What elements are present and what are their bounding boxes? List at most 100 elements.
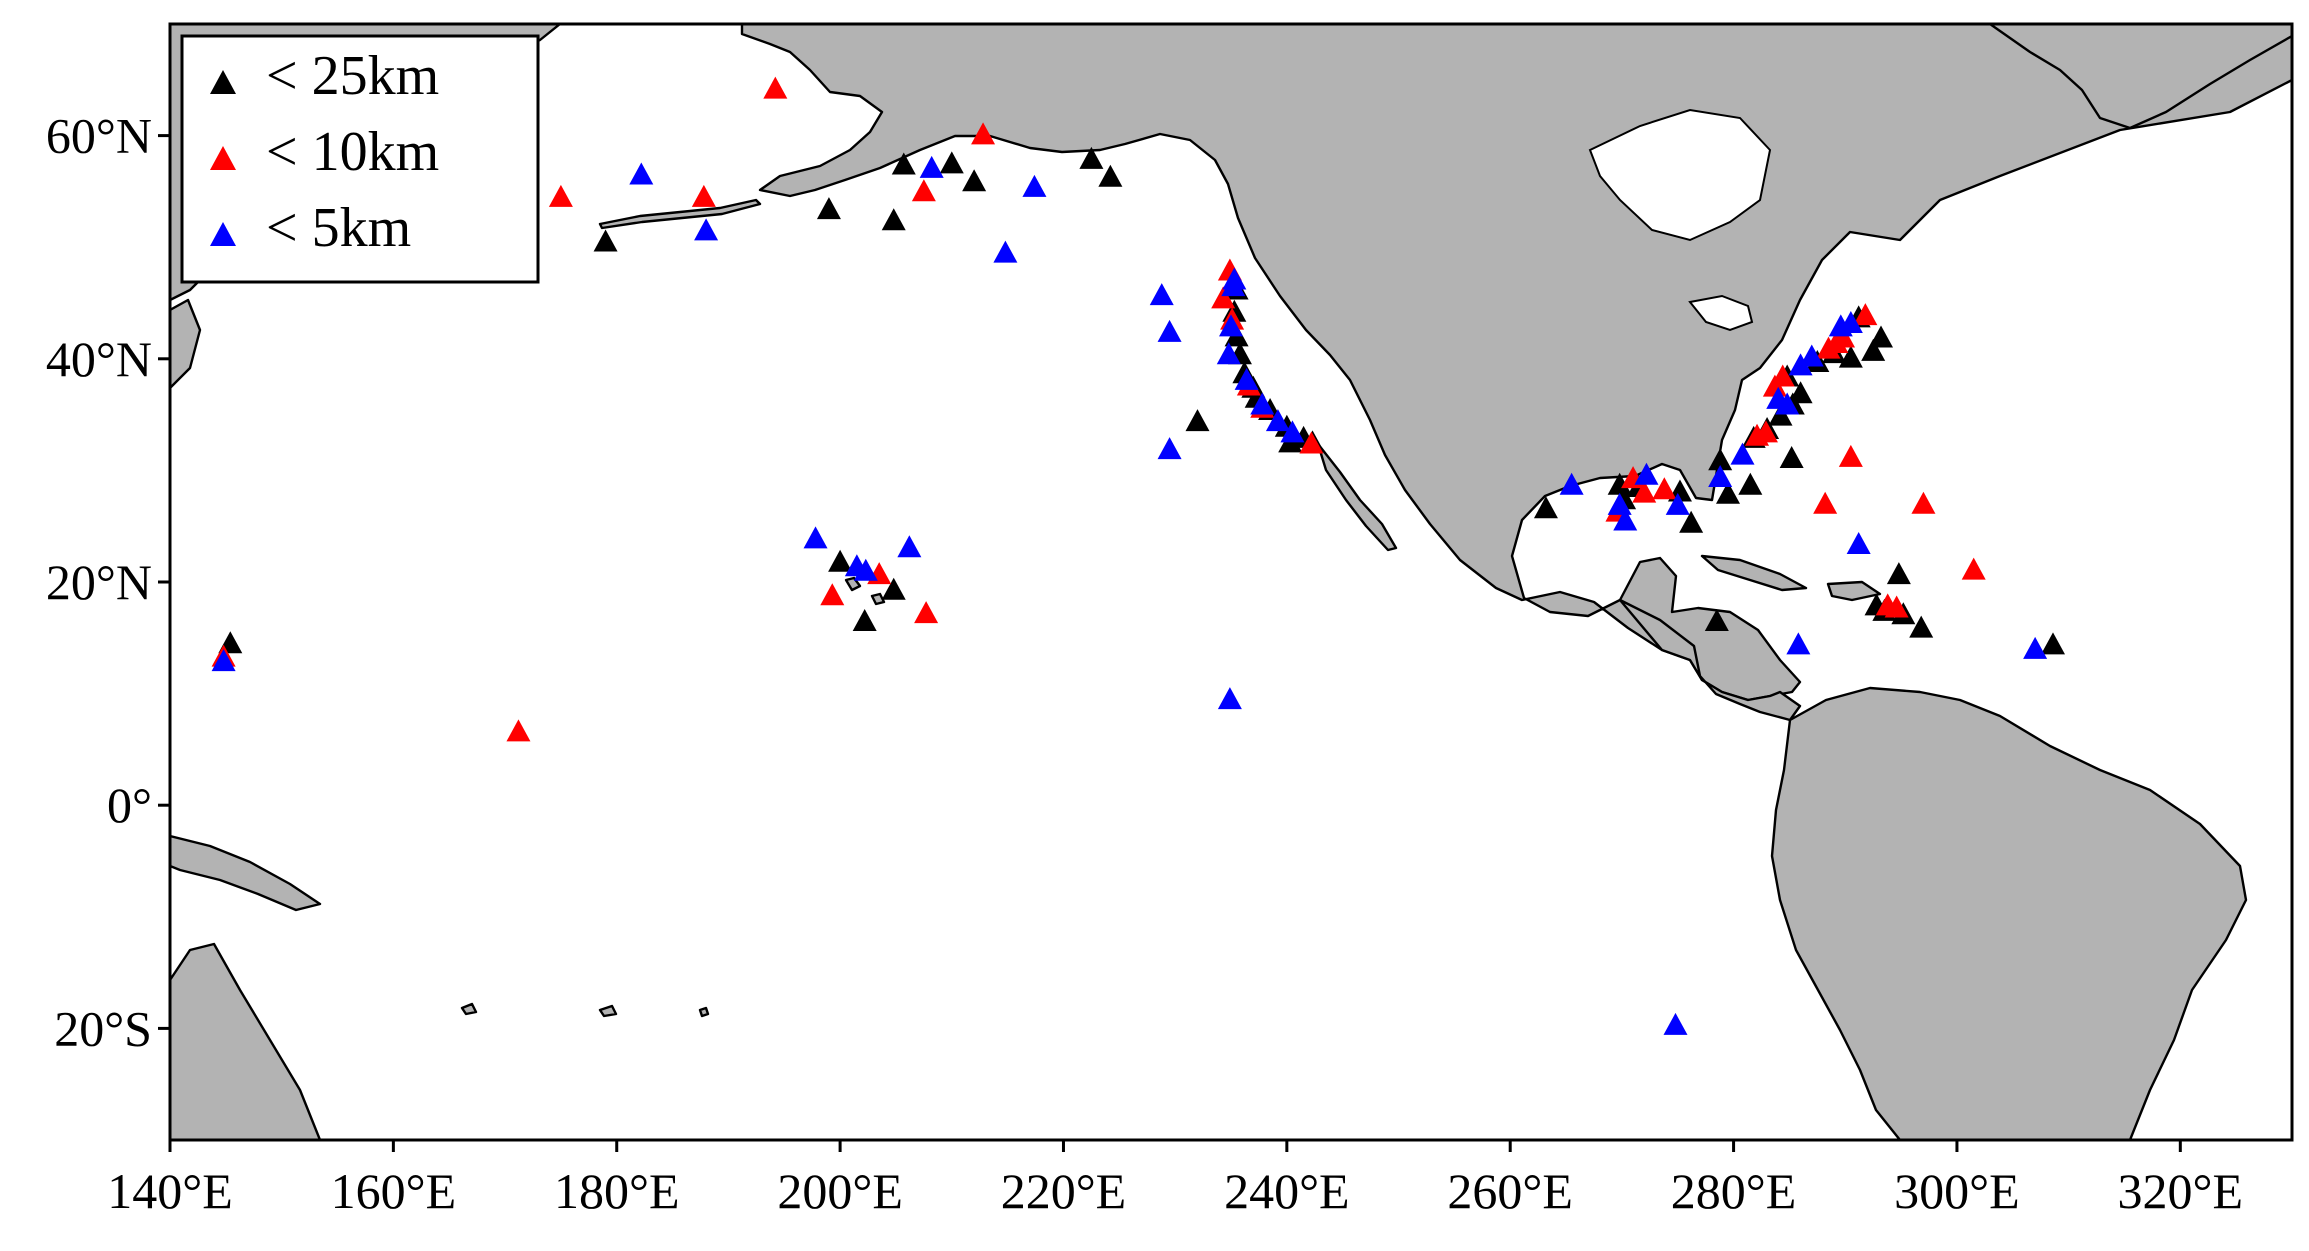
aleutian-islands	[598, 198, 762, 230]
station-marker	[1838, 310, 1863, 333]
station-marker	[1559, 472, 1584, 495]
station-marker	[971, 122, 996, 145]
station-marker	[1708, 448, 1733, 471]
station-marker	[1861, 338, 1886, 361]
station-marker	[816, 197, 841, 220]
station-marker	[629, 162, 654, 185]
station-marker	[820, 583, 845, 606]
x-axis-ticks: 140°E 160°E 180°E 200°E 220°E 240°E 260°E 280°E…	[107, 1140, 2243, 1219]
station-marker	[1280, 420, 1305, 443]
hispaniola	[1826, 580, 1882, 602]
south-america	[1770, 686, 2248, 1140]
station-marker	[828, 549, 853, 572]
station-marker	[1869, 325, 1894, 348]
station-marker	[962, 169, 987, 192]
station-marker	[1770, 364, 1795, 387]
station-marker	[1884, 595, 1909, 618]
station-marker	[1098, 164, 1123, 187]
station-marker	[1211, 286, 1236, 309]
station-marker	[1157, 319, 1182, 342]
station-marker	[1217, 687, 1242, 710]
station-marker	[1632, 480, 1657, 503]
station-marker	[1961, 557, 1986, 580]
x-tick-label: 180°E	[554, 1163, 680, 1219]
station-marker	[1185, 409, 1210, 432]
station-marker	[1738, 472, 1763, 495]
legend-label-25km: < 25km	[266, 45, 439, 107]
greenland	[1988, 24, 2292, 130]
station-marker	[1799, 344, 1824, 367]
legend-marker-5km	[210, 222, 236, 246]
legend: < 25km < 10km < 5km	[180, 34, 540, 284]
station-marker	[1265, 409, 1290, 432]
station-marker	[911, 179, 936, 202]
station-marker	[1234, 367, 1259, 390]
station-marker	[1909, 615, 1934, 638]
station-marker	[211, 649, 236, 672]
station-marker	[1219, 314, 1243, 337]
x-tick-label: 300°E	[1894, 1163, 2020, 1219]
station-marker	[919, 155, 944, 178]
station-marker	[691, 184, 716, 207]
station-marker	[881, 577, 906, 600]
x-tick-label: 260°E	[1447, 1163, 1573, 1219]
station-marker	[1708, 464, 1733, 487]
station-marker	[1853, 303, 1878, 326]
central-america	[1618, 598, 1802, 722]
y-axis-ticks: 60°N 40°N 20°N 0° 20°S	[46, 108, 170, 1056]
station-marker	[1838, 444, 1863, 467]
station-marker	[1149, 283, 1174, 306]
station-marker	[939, 151, 964, 174]
legend-box	[180, 34, 540, 284]
station-marker	[1157, 437, 1182, 460]
great-lakes	[1688, 294, 1754, 332]
station-marker	[891, 152, 916, 175]
japan	[170, 298, 202, 390]
station-marker	[853, 558, 878, 581]
station-marker	[1786, 632, 1811, 655]
station-marker	[763, 76, 788, 99]
station-marker	[803, 526, 828, 549]
station-marker	[1768, 403, 1793, 426]
station-marker	[2040, 632, 2065, 655]
legend-marker-25km	[210, 70, 236, 94]
station-marker	[1679, 510, 1704, 533]
station-marker	[1838, 345, 1863, 368]
baja-california	[1316, 442, 1398, 552]
legend-label-5km: < 5km	[266, 197, 411, 259]
station-marker	[1222, 267, 1247, 290]
station-marker	[2023, 636, 2048, 659]
station-marker	[1911, 491, 1936, 514]
australia	[170, 942, 322, 1140]
x-tick-label: 240°E	[1224, 1163, 1350, 1219]
station-marker	[1886, 562, 1911, 585]
station-marker	[1788, 353, 1813, 376]
station-marker	[1022, 174, 1047, 197]
station-marker	[1779, 446, 1804, 469]
station-marker	[993, 240, 1018, 263]
x-tick-label: 200°E	[777, 1163, 903, 1219]
x-tick-label: 320°E	[2118, 1163, 2244, 1219]
new-guinea	[170, 834, 322, 912]
station-marker	[1730, 442, 1755, 465]
station-marker	[1831, 325, 1856, 348]
station-marker	[1775, 392, 1800, 415]
station-marker	[1299, 431, 1324, 454]
station-marker	[1613, 508, 1638, 531]
station-marker	[914, 601, 939, 624]
x-tick-label: 160°E	[331, 1163, 457, 1219]
y-tick-label: 0°	[107, 777, 152, 833]
x-tick-label: 280°E	[1671, 1163, 1797, 1219]
station-marker	[1813, 491, 1838, 514]
y-tick-label: 20°N	[46, 554, 152, 610]
station-marker	[548, 184, 573, 207]
station-marker	[1663, 1012, 1688, 1035]
station-marker	[852, 608, 877, 631]
station-marker	[593, 229, 618, 252]
y-tick-label: 20°S	[54, 1000, 152, 1056]
x-tick-label: 220°E	[1001, 1163, 1127, 1219]
station-marker	[1753, 420, 1778, 443]
station-marker	[506, 719, 531, 742]
station-marker	[897, 535, 922, 558]
